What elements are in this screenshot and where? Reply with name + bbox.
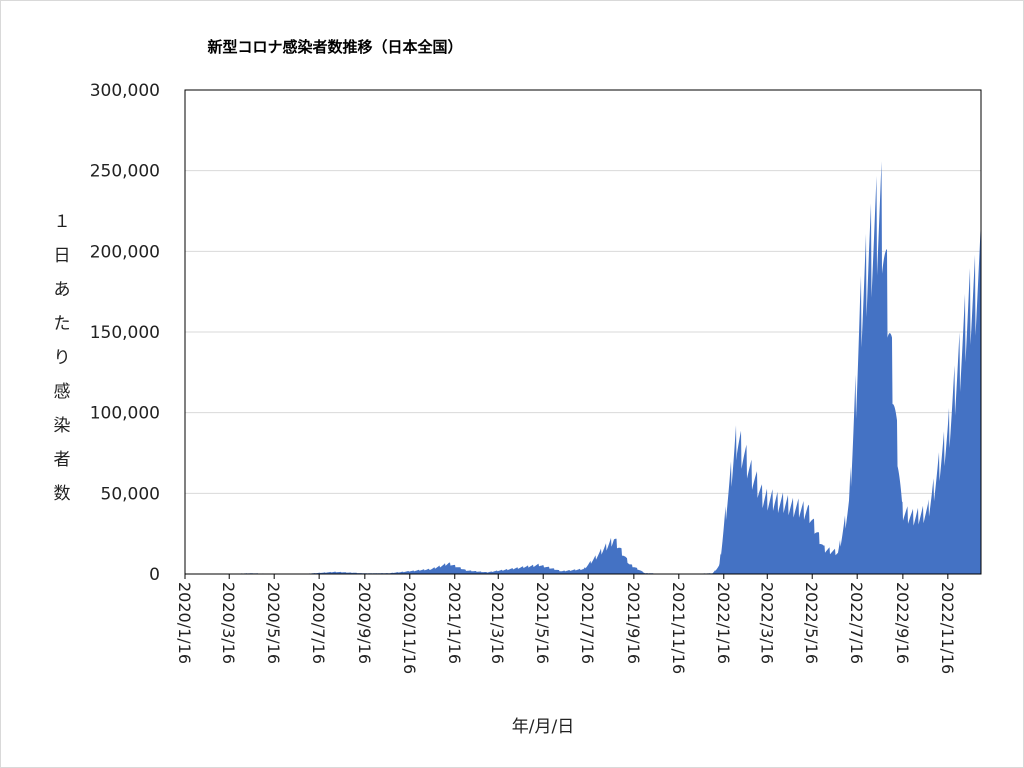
x-tick-label: 2022/11/16 — [938, 582, 957, 674]
x-axis-label: 年/月/日 — [511, 717, 575, 737]
y-tick-label: 200,000 — [90, 242, 160, 262]
x-tick-label: 2020/7/16 — [309, 582, 328, 664]
y-tick-label: 150,000 — [90, 323, 160, 343]
x-ticks: 2020/1/16 2020/3/16 2020/5/16 2020/7/16 2020… — [175, 574, 957, 674]
x-tick-label: 2021/7/16 — [578, 582, 597, 664]
y-tick-label: 50,000 — [101, 484, 160, 504]
y-tick-label: 0 — [149, 565, 160, 585]
y-ticks: 0 50,000 100,000 150,000 200,000 250,000 300,0… — [90, 81, 160, 585]
x-tick-label: 2021/9/16 — [624, 582, 643, 664]
x-tick-label: 2021/5/16 — [533, 582, 552, 664]
y-tick-label: 250,000 — [90, 162, 160, 182]
x-tick-label: 2020/5/16 — [264, 582, 283, 664]
x-tick-label: 2020/3/16 — [219, 582, 238, 664]
y-axis-label: １日あたり感染者数 — [53, 212, 71, 504]
x-tick-label: 2022/5/16 — [802, 582, 821, 664]
plot-border — [184, 89, 982, 575]
chart-title: 新型コロナ感染者数推移（日本全国） — [207, 38, 463, 56]
x-tick-label: 2022/3/16 — [757, 582, 776, 664]
x-tick-label: 2022/9/16 — [893, 582, 912, 664]
y-tick-label: 300,000 — [90, 81, 160, 101]
x-tick-label: 2021/3/16 — [488, 582, 507, 664]
x-tick-label: 2022/7/16 — [847, 582, 866, 664]
x-tick-label: 2020/9/16 — [355, 582, 374, 664]
x-tick-label: 2022/1/16 — [714, 582, 733, 664]
y-tick-label: 100,000 — [90, 404, 160, 424]
x-tick-label: 2021/1/16 — [445, 582, 464, 664]
x-tick-label: 2021/11/16 — [669, 582, 688, 674]
gridlines — [185, 170, 981, 494]
series-area — [185, 161, 981, 575]
x-tick-label: 2020/1/16 — [175, 582, 194, 664]
area-layer — [185, 161, 981, 575]
x-tick-label: 2020/11/16 — [400, 582, 419, 674]
